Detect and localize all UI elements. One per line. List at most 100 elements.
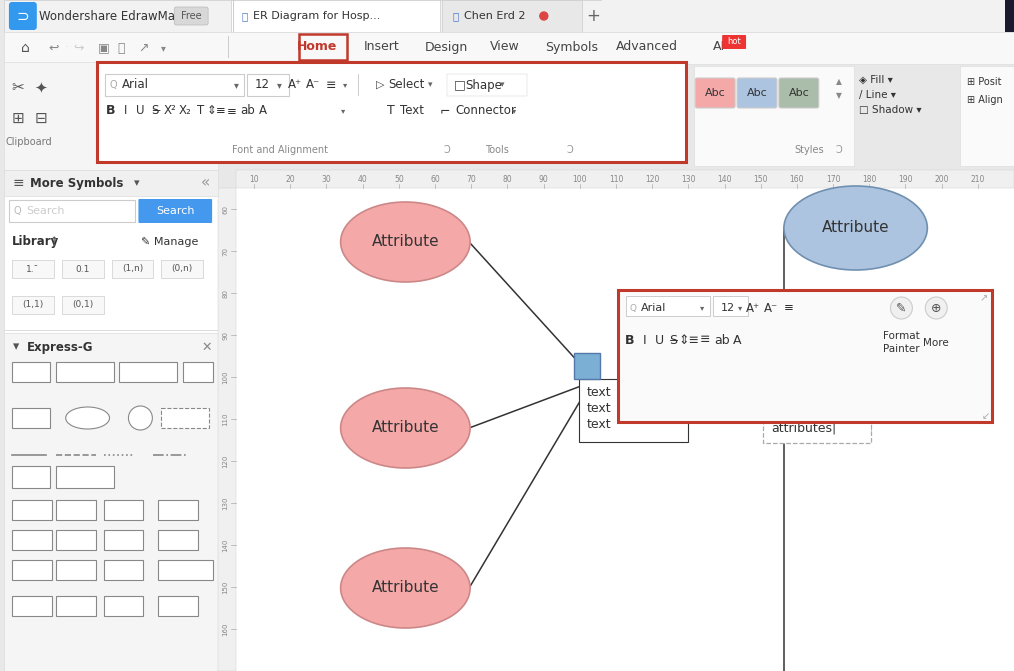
Text: ≡: ≡ xyxy=(12,176,23,190)
Text: Attribute: Attribute xyxy=(371,421,439,435)
Text: / Line ▾: / Line ▾ xyxy=(859,90,895,100)
Text: Abc: Abc xyxy=(789,88,809,98)
Circle shape xyxy=(539,12,548,20)
Text: A: A xyxy=(259,105,267,117)
Bar xyxy=(12,362,50,382)
Text: Attribute: Attribute xyxy=(371,580,439,595)
Text: Ↄ: Ↄ xyxy=(444,145,450,155)
Text: Search: Search xyxy=(25,206,64,216)
Text: ⊃: ⊃ xyxy=(16,9,29,23)
Text: ↗: ↗ xyxy=(981,293,989,303)
Bar xyxy=(12,500,52,520)
Text: ▾: ▾ xyxy=(700,303,705,313)
Bar xyxy=(12,596,52,616)
Text: X₂: X₂ xyxy=(178,105,192,117)
Text: Express-G: Express-G xyxy=(26,340,93,354)
Text: U: U xyxy=(136,105,145,117)
Text: AI: AI xyxy=(713,40,725,54)
Bar xyxy=(12,296,54,314)
Circle shape xyxy=(926,297,947,319)
Text: A⁺: A⁺ xyxy=(746,301,760,315)
Text: ✎: ✎ xyxy=(896,301,907,315)
Bar xyxy=(763,413,871,443)
Text: 📄: 📄 xyxy=(452,11,458,21)
Text: ⊟: ⊟ xyxy=(34,111,48,125)
Text: 160: 160 xyxy=(222,622,228,635)
Text: Attribute: Attribute xyxy=(371,234,439,250)
Text: □: □ xyxy=(454,79,465,91)
Bar xyxy=(184,362,213,382)
Circle shape xyxy=(129,406,152,430)
Bar xyxy=(62,296,103,314)
Text: A⁻: A⁻ xyxy=(764,301,778,315)
Text: 50: 50 xyxy=(394,174,404,183)
Text: ≡: ≡ xyxy=(700,333,711,346)
Text: ⌂: ⌂ xyxy=(21,41,30,55)
Text: ▷: ▷ xyxy=(376,80,385,90)
Text: ↑: ↑ xyxy=(49,236,59,248)
Bar xyxy=(247,74,289,96)
Text: ab: ab xyxy=(240,105,256,117)
Text: Arial: Arial xyxy=(122,79,148,91)
Text: A⁻: A⁻ xyxy=(305,79,319,91)
Text: ⌐: ⌐ xyxy=(440,105,450,117)
Text: 120: 120 xyxy=(222,454,228,468)
Text: □ Shadow ▾: □ Shadow ▾ xyxy=(859,105,922,115)
Bar xyxy=(960,66,1014,166)
Text: 140: 140 xyxy=(717,174,732,183)
Text: 10: 10 xyxy=(249,174,259,183)
Text: ✎ Manage: ✎ Manage xyxy=(141,237,199,247)
Bar xyxy=(4,62,218,671)
Text: 170: 170 xyxy=(825,174,841,183)
Bar xyxy=(4,0,1014,32)
Text: Q: Q xyxy=(14,206,21,216)
Text: Home: Home xyxy=(296,40,337,54)
Text: Font and Alignment: Font and Alignment xyxy=(232,145,328,155)
Text: ▾: ▾ xyxy=(134,178,139,188)
Text: B: B xyxy=(105,105,116,117)
Bar xyxy=(4,170,218,671)
Ellipse shape xyxy=(341,388,470,468)
Text: ▾: ▾ xyxy=(233,80,238,90)
Text: A⁺: A⁺ xyxy=(288,79,302,91)
Text: 110: 110 xyxy=(222,412,228,426)
Text: Tools: Tools xyxy=(485,145,509,155)
Text: ·: · xyxy=(65,44,68,52)
Text: ▾: ▾ xyxy=(341,107,345,115)
Text: Library: Library xyxy=(12,236,59,248)
Text: 60: 60 xyxy=(430,174,440,183)
Text: 12: 12 xyxy=(721,303,735,313)
Text: ✂: ✂ xyxy=(11,81,24,95)
Text: Painter: Painter xyxy=(883,344,920,354)
Bar xyxy=(12,260,54,278)
Text: ▾: ▾ xyxy=(512,107,516,115)
Bar xyxy=(12,560,52,580)
Text: ▾: ▾ xyxy=(343,81,347,89)
Bar xyxy=(12,530,52,550)
Ellipse shape xyxy=(784,186,928,270)
Text: hot: hot xyxy=(727,38,741,46)
Text: 130: 130 xyxy=(222,497,228,510)
Bar xyxy=(4,330,218,331)
Circle shape xyxy=(890,297,913,319)
Text: ▾: ▾ xyxy=(161,43,165,53)
Bar xyxy=(12,408,50,428)
Text: Insert: Insert xyxy=(364,40,400,54)
Text: Free: Free xyxy=(180,11,202,21)
Text: text: text xyxy=(587,403,611,415)
Text: S̶: S̶ xyxy=(670,333,678,346)
Text: 80: 80 xyxy=(503,174,512,183)
Text: 60: 60 xyxy=(222,205,228,213)
Text: 0.1: 0.1 xyxy=(75,264,90,274)
Text: ≡: ≡ xyxy=(227,105,237,117)
Text: Styles: Styles xyxy=(794,145,823,155)
Text: Chen Erd 2: Chen Erd 2 xyxy=(464,11,525,21)
Text: 140: 140 xyxy=(222,538,228,552)
Text: ▾: ▾ xyxy=(500,81,504,89)
Text: 🖨: 🖨 xyxy=(118,42,126,54)
Bar xyxy=(218,188,236,671)
Text: ▾: ▾ xyxy=(13,340,19,354)
Text: 90: 90 xyxy=(538,174,549,183)
Text: Arial: Arial xyxy=(641,303,666,313)
Text: Symbols: Symbols xyxy=(546,40,598,54)
